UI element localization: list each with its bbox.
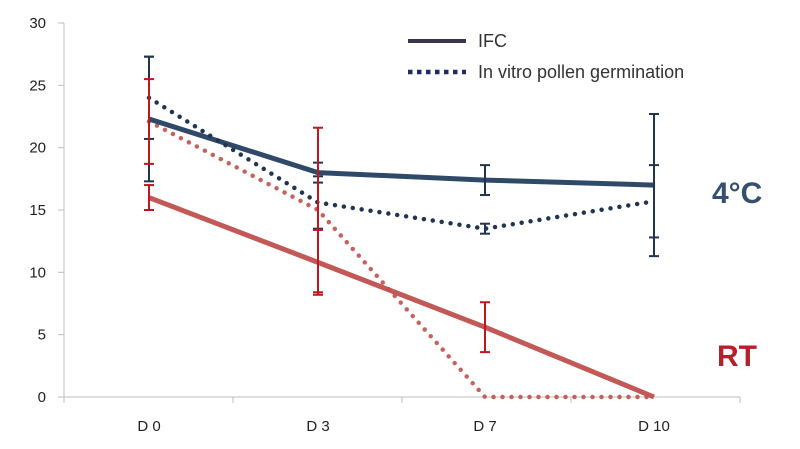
x-tick-labels: D 0 D 3 D 7 D 10 <box>63 397 741 435</box>
y-tick-label: 10 <box>29 264 46 281</box>
y-tick-label: 5 <box>38 327 46 344</box>
x-tick-label: D 0 <box>137 418 160 435</box>
legend-label-ifc: IFC <box>478 31 507 51</box>
series-lines <box>146 95 657 400</box>
series-line-in-vitro-pollen-germination-4-c <box>146 95 657 231</box>
y-tick-label: 20 <box>29 140 46 157</box>
x-tick-label: D 10 <box>638 418 670 435</box>
y-tick-label: 25 <box>29 77 46 94</box>
x-tick-label: D 7 <box>473 418 496 435</box>
y-tick-labels: 0 5 10 15 20 25 30 <box>29 15 64 406</box>
y-tick-label: 15 <box>29 202 46 219</box>
legend-label-pollen: In vitro pollen germination <box>478 62 684 82</box>
y-tick-label: 30 <box>29 15 46 32</box>
legend: IFC In vitro pollen germination <box>408 31 684 82</box>
series-line-in-vitro-pollen-germination-rt <box>146 119 657 400</box>
series-line-ifc-4-c <box>148 116 655 188</box>
annotation-4c: 4°C <box>712 177 762 210</box>
error-bars <box>144 55 659 354</box>
series-line-ifc-rt <box>148 195 655 400</box>
y-tick-label: 0 <box>38 389 46 406</box>
annotation-rt: RT <box>717 340 757 373</box>
x-tick-label: D 3 <box>306 418 329 435</box>
